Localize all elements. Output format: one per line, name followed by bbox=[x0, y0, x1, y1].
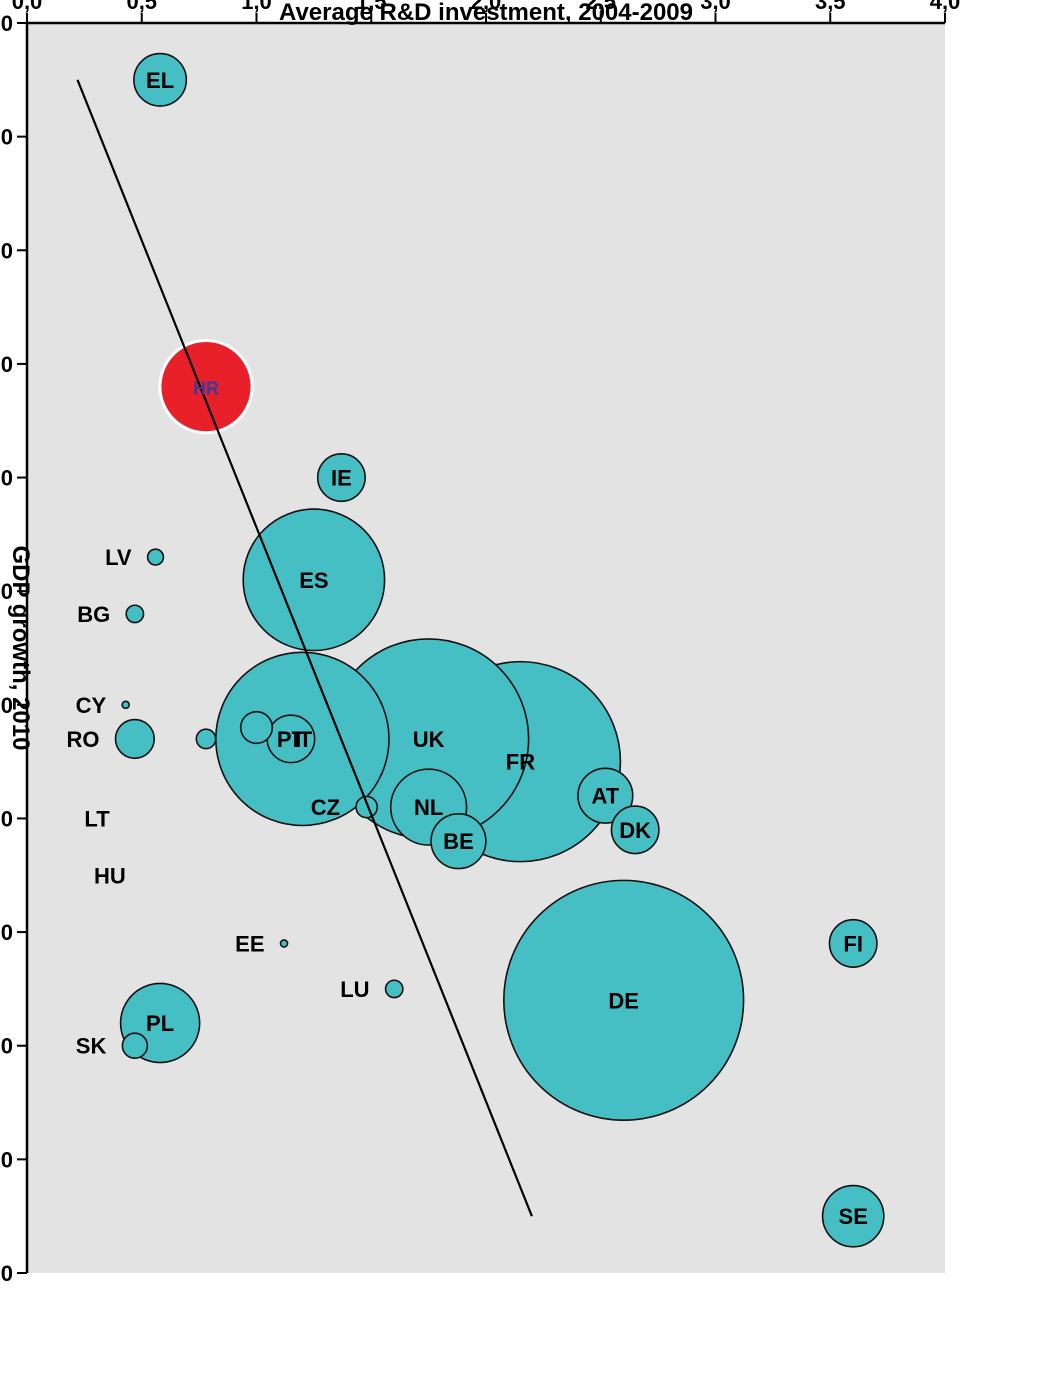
x-tick-label: 1,0 bbox=[0, 693, 13, 718]
label-hr: HR bbox=[193, 379, 219, 399]
bubble-fi bbox=[828, 918, 878, 968]
y-tick-label: 2,5 bbox=[585, 0, 616, 14]
label-pl: PL bbox=[146, 1011, 174, 1036]
x-axis-title: GDP growth, 2010 bbox=[7, 546, 34, 751]
y-tick-label: 3,0 bbox=[700, 0, 731, 14]
x-tick-label: 2,0 bbox=[0, 806, 13, 831]
label-at: AT bbox=[591, 784, 619, 809]
bubble-se bbox=[821, 1184, 885, 1248]
bubble-ee bbox=[279, 939, 289, 948]
x-tick-label: -5,0 bbox=[0, 11, 13, 36]
bubble-be bbox=[430, 812, 487, 870]
bubble-es bbox=[242, 508, 386, 652]
label-es: ES bbox=[299, 568, 328, 593]
bubble-unlabeled bbox=[239, 710, 274, 745]
bubble-lv bbox=[146, 548, 165, 566]
label-it: IT bbox=[293, 727, 313, 752]
bubble-sk bbox=[121, 1032, 149, 1060]
label-lu: LU bbox=[340, 977, 369, 1002]
y-tick-label: 3,5 bbox=[815, 0, 846, 14]
x-tick-label: 4,0 bbox=[0, 1034, 13, 1059]
bubble-at bbox=[577, 767, 634, 824]
label-cy: CY bbox=[76, 693, 107, 718]
x-tick-label: -4,0 bbox=[0, 125, 13, 150]
y-tick-label: 1,0 bbox=[241, 0, 272, 14]
y-tick-label: 0,0 bbox=[12, 0, 43, 14]
y-axis-title: Average R&D investment, 2004-2009 bbox=[279, 0, 693, 26]
bubble-bg bbox=[125, 604, 145, 624]
bubble-lu bbox=[384, 979, 404, 999]
label-bg: BG bbox=[77, 602, 110, 627]
y-tick-label: 4,0 bbox=[930, 0, 961, 14]
bubble-dk bbox=[610, 805, 660, 855]
bubble-el bbox=[133, 52, 188, 107]
x-tick-label: 0,0 bbox=[0, 579, 13, 604]
label-pt: PT bbox=[277, 727, 306, 752]
label-uk: UK bbox=[413, 727, 445, 752]
plot-area bbox=[27, 23, 945, 1273]
label-fr: FR bbox=[506, 750, 535, 775]
label-ro: RO bbox=[67, 727, 100, 752]
label-ie: IE bbox=[331, 466, 352, 491]
label-lt: LT bbox=[84, 806, 110, 831]
label-cz: CZ bbox=[311, 795, 340, 820]
label-el: EL bbox=[146, 68, 174, 93]
label-nl: NL bbox=[414, 795, 443, 820]
bubble-cz bbox=[355, 795, 379, 819]
bubble-cy bbox=[121, 700, 131, 710]
bubble-de bbox=[503, 879, 745, 1121]
label-fi: FI bbox=[843, 931, 863, 956]
x-tick-label: -2,0 bbox=[0, 352, 13, 377]
label-lv: LV bbox=[105, 545, 132, 570]
label-sk: SK bbox=[76, 1034, 107, 1059]
y-tick-label: 1,5 bbox=[356, 0, 387, 14]
x-tick-label: 3,0 bbox=[0, 920, 13, 945]
bubble-hr bbox=[158, 339, 254, 435]
x-axis-ticks: -5,0 -4,0 -3,0 -2,0 -1,0 0,0 1,0 2,0 3,0 4,0 5,0 6,… bbox=[0, 11, 27, 1286]
y-tick-label: 0,5 bbox=[126, 0, 157, 14]
label-dk: DK bbox=[619, 818, 651, 843]
y-tick-label: 2,0 bbox=[471, 0, 502, 14]
label-be: BE bbox=[443, 829, 474, 854]
bubble-ie bbox=[316, 453, 366, 503]
bubbles-layer bbox=[114, 52, 885, 1248]
label-de: DE bbox=[608, 988, 639, 1013]
y-axis-ticks: 0,0 0,5 1,0 1,5 2,0 2,5 3,0 3,5 4,0 bbox=[12, 0, 961, 23]
label-se: SE bbox=[839, 1204, 868, 1229]
x-tick-label: -1,0 bbox=[0, 466, 13, 491]
label-hu: HU bbox=[94, 863, 126, 888]
x-tick-label: 5,0 bbox=[0, 1147, 13, 1172]
x-tick-label: 6,0 bbox=[0, 1261, 13, 1286]
bubble-ro bbox=[114, 718, 156, 760]
label-ee: EE bbox=[235, 931, 264, 956]
trend-line bbox=[76, 79, 533, 1217]
x-tick-label: -3,0 bbox=[0, 238, 13, 263]
bubble-unlabeled bbox=[195, 728, 217, 750]
